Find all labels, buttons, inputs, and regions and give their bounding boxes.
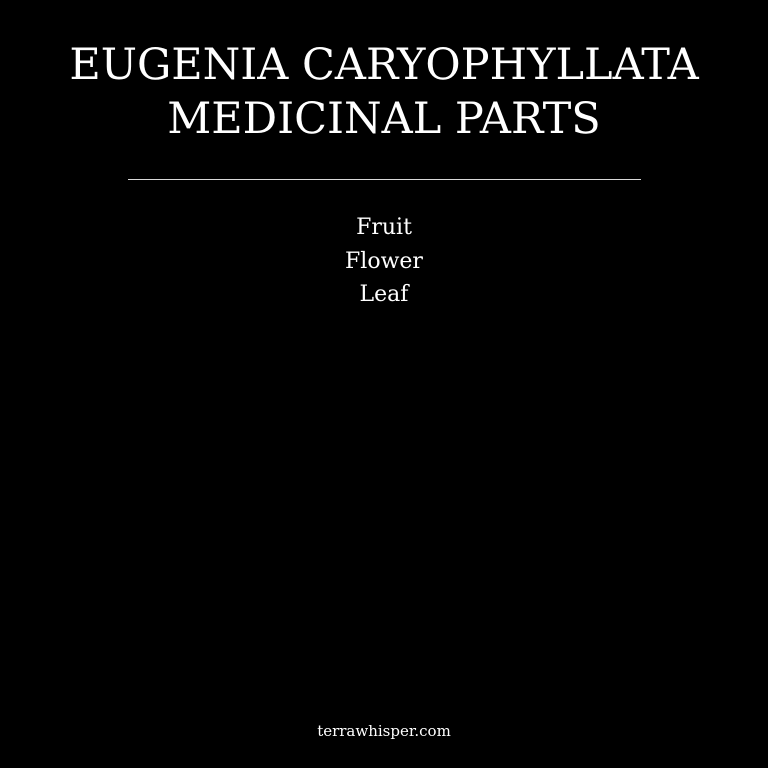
title-divider [128,179,641,180]
list-item: Flower [345,248,423,274]
title-line-2: MEDICINAL PARTS [167,94,601,144]
list-item: Leaf [359,282,409,307]
list-item: Fruit [356,215,412,240]
title-line-1: EUGENIA CARYOPHYLLATA [69,40,699,90]
site-footer: terrawhisper.com [317,722,451,740]
page-title: EUGENIA CARYOPHYLLATA MEDICINAL PARTS [0,38,768,146]
medicinal-parts-list: Fruit Flower Leaf [0,211,768,312]
